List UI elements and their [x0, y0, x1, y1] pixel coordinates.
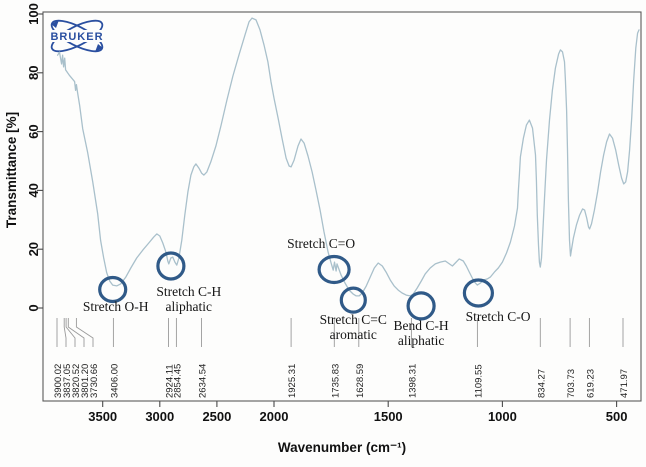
annotation-text: Stretch C=C [320, 312, 387, 327]
y-tick-label: 100 [26, 3, 41, 25]
plot-frame [42, 11, 642, 402]
peak-wavenumber-label: 1735.83 [330, 364, 341, 398]
y-axis-title: Transmittance [%] [4, 112, 19, 228]
logo-arrow-icon [51, 20, 59, 28]
annotation-text: aliphatic [398, 333, 444, 348]
x-tick-label: 2500 [202, 409, 231, 424]
peak-wavenumber-label: 619.23 [585, 369, 596, 398]
x-tick-label: 2000 [260, 409, 289, 424]
peak-wavenumber-label: 3730.66 [89, 364, 100, 398]
peak-wavenumber-label: 834.27 [536, 369, 547, 398]
annotation-circle [317, 254, 351, 285]
annotation-circle [156, 251, 186, 281]
annotation-circle [406, 291, 436, 321]
peak-wavenumber-label: 2634.54 [198, 364, 209, 398]
peak-leader-line [65, 318, 76, 347]
x-tick-label: 3500 [88, 409, 117, 424]
x-tick-label: 500 [606, 409, 628, 424]
x-tick-label: 1500 [374, 409, 403, 424]
annotation-text: Stretch C-O [466, 309, 531, 324]
annotation-text: Stretch O-H [83, 299, 149, 314]
peak-wavenumber-label: 1109.55 [473, 364, 484, 398]
peak-wavenumber-label: 3900.02 [53, 364, 64, 398]
annotation-text: Stretch C-H [156, 284, 221, 299]
peak-wavenumber-label: 2854.45 [172, 364, 183, 398]
peak-wavenumber-label: 1398.31 [407, 364, 418, 398]
x-axis-title: Wavenumber (cm⁻¹) [278, 440, 406, 455]
logo-orbit-icon [50, 19, 104, 53]
annotation-text: Bend C-H [394, 318, 449, 333]
y-tick-label: 20 [26, 242, 41, 256]
y-tick-label: 0 [26, 304, 41, 311]
bruker-logo: BRUKER [49, 19, 105, 53]
peak-leader-line [75, 318, 94, 347]
logo-arrow-icon [95, 44, 103, 52]
peak-wavenumber-label: 2924.11 [165, 364, 176, 398]
annotation-text: aromatic [330, 327, 377, 342]
annotation-circle [339, 286, 367, 314]
annotation-text: aliphatic [166, 299, 212, 314]
peak-wavenumber-label: 471.97 [619, 369, 630, 398]
logo-orbit-icon [50, 19, 104, 53]
peak-wavenumber-label: 3801.20 [80, 364, 91, 398]
annotation-circle [98, 275, 128, 304]
peak-wavenumber-label: 703.73 [566, 369, 577, 398]
x-tick-label: 1000 [488, 409, 517, 424]
peak-wavenumber-label: 3406.00 [109, 364, 120, 398]
annotation-circle [462, 278, 494, 308]
peak-wavenumber-label: 3820.52 [71, 364, 82, 398]
y-tick-label: 40 [26, 183, 41, 197]
peak-wavenumber-label: 1925.31 [287, 364, 298, 398]
peak-leader-line [67, 318, 85, 347]
y-tick-label: 60 [26, 124, 41, 138]
logo-text-backplate [49, 30, 105, 42]
x-axis: 3500 3000 2500 2000 1500 1000 500 [88, 401, 627, 424]
y-tick-label: 80 [26, 66, 41, 80]
annotation-text: Stretch C=O [287, 236, 355, 251]
peak-wavenumber-label: 1628.59 [355, 364, 366, 398]
spectrum-curve [56, 17, 640, 297]
logo-text: BRUKER [50, 31, 103, 43]
y-axis: 0 20 40 60 80 100 [26, 3, 43, 312]
peak-wavenumber-label: 3837.05 [62, 364, 73, 398]
x-tick-label: 3000 [145, 409, 174, 424]
peak-leader-line [63, 318, 67, 347]
